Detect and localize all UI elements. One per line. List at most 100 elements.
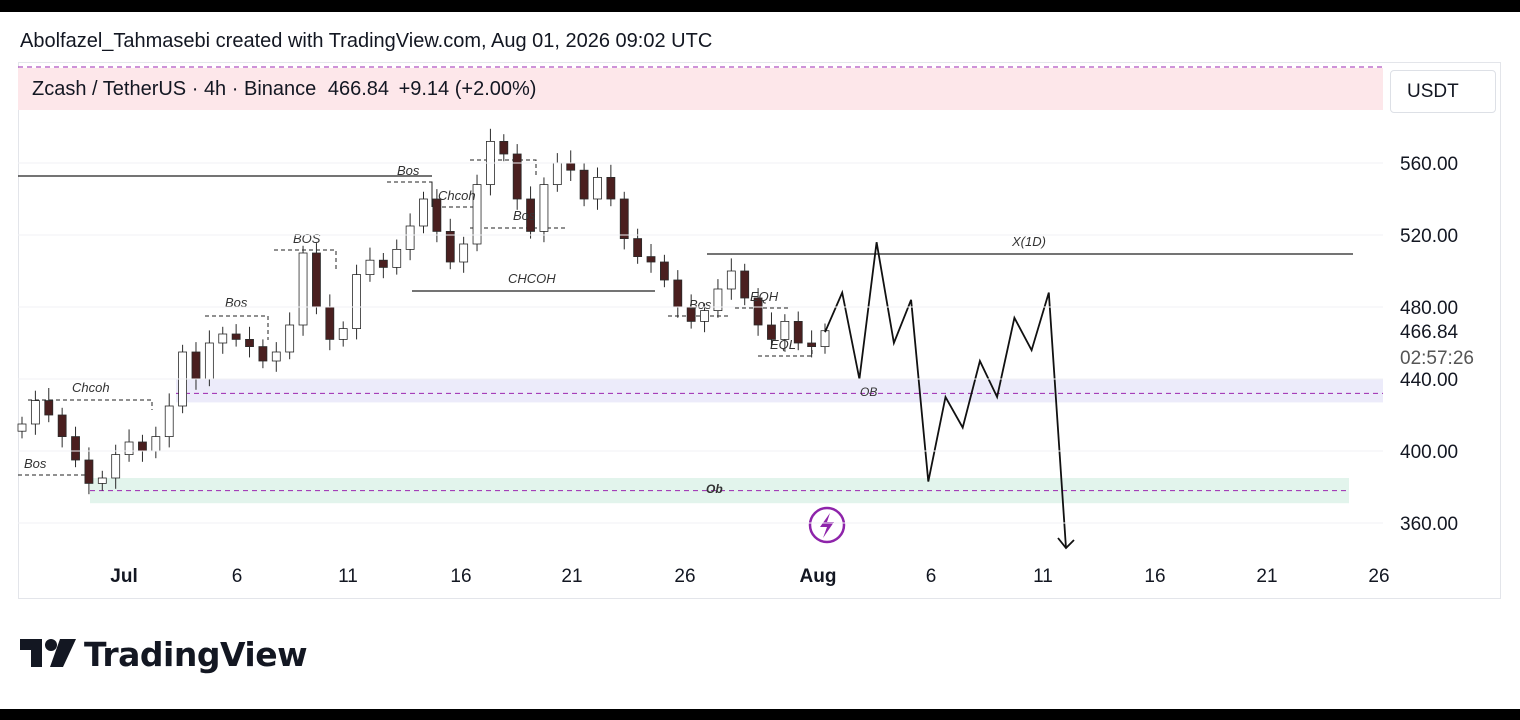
annotation-bos-3: BOS — [293, 231, 321, 246]
symbol-interval: 4h — [203, 78, 227, 100]
time-tick-label: 26 — [1368, 566, 1389, 587]
annotation-chcoh-2: Chcoh — [438, 188, 476, 203]
candle-body — [57, 414, 67, 438]
chcoh-box-mid — [431, 182, 480, 208]
level-label-chcoh: CHCOH — [508, 271, 556, 286]
candle-body — [807, 342, 817, 347]
lightning-icon[interactable] — [808, 506, 846, 544]
candle-body — [30, 400, 40, 425]
time-tick-label: 21 — [1256, 566, 1277, 587]
author-credit: Abolfazel_Tahmasebi created with Trading… — [20, 30, 713, 52]
candle-body — [312, 252, 321, 308]
candle-body — [700, 310, 709, 322]
candle-body — [71, 436, 80, 461]
brand-name: TradingView — [84, 634, 308, 674]
candle-body — [593, 176, 602, 200]
candle-body — [539, 184, 549, 232]
candle-body — [325, 306, 335, 340]
candle-body — [285, 324, 295, 353]
time-tick-label: Jul — [110, 566, 137, 587]
candle-body — [231, 333, 241, 340]
time-tick-label: 6 — [232, 566, 243, 587]
candle-body — [164, 405, 174, 438]
annotation-bos-5: Bos — [513, 208, 536, 223]
candle-body — [793, 320, 803, 344]
candle-body — [405, 225, 415, 250]
annotation-bos-4: Bos — [397, 163, 420, 178]
level-label-x1d: X(1D) — [1011, 234, 1046, 249]
symbol-separator: · — [231, 78, 239, 100]
time-tick-label: 16 — [1144, 566, 1165, 587]
candle-body — [111, 454, 121, 479]
candle-body — [258, 346, 268, 362]
price-tick-label: 440.00 — [1400, 370, 1458, 391]
candle-body — [619, 198, 629, 239]
price-tick-label: 560.00 — [1400, 154, 1458, 175]
chart-frame — [18, 62, 1501, 599]
candle-body — [378, 259, 388, 268]
candle-body — [753, 297, 763, 326]
candle-body — [419, 198, 428, 227]
symbol-info[interactable]: Zcash / TetherUS · 4h · Binance 466.84 +… — [32, 78, 536, 101]
candle-body — [124, 441, 134, 456]
candle-body — [138, 441, 147, 452]
candle-body — [552, 162, 562, 186]
candle-body — [726, 270, 736, 290]
tradingview-logo-icon — [20, 639, 76, 667]
symbol-pair: Zcash / TetherUS — [32, 78, 187, 100]
order-block-zones — [18, 66, 1383, 504]
time-tick-label: 11 — [338, 566, 358, 587]
annotation-bos-1: Bos — [24, 456, 47, 471]
candle-body — [84, 459, 94, 484]
candle-body — [44, 400, 54, 416]
symbol-separator: · — [191, 78, 199, 100]
candle-body — [298, 252, 308, 326]
candle-body — [459, 243, 469, 263]
current-price-label: 466.84 — [1400, 322, 1459, 343]
candle-body — [606, 176, 616, 200]
candle-body — [820, 330, 830, 347]
candle-body — [780, 320, 790, 340]
candle-body — [218, 333, 228, 344]
candle-body — [767, 324, 776, 340]
candlesticks — [17, 128, 830, 495]
annotation-eql: EQL — [770, 337, 796, 352]
symbol-exchange: Binance — [243, 78, 317, 100]
candle-body — [673, 279, 683, 308]
annotation-bos-2: Bos — [225, 295, 248, 310]
bos-box-2 — [205, 315, 269, 340]
price-tick-label: 360.00 — [1400, 514, 1458, 535]
zone-label-ob-upper: OB — [860, 385, 877, 399]
projection-path — [824, 242, 1067, 549]
annotation-chcoh-1: Chcoh — [72, 380, 110, 395]
price-tick-label: 520.00 — [1400, 226, 1458, 247]
candle-body — [432, 198, 442, 232]
candle-body — [579, 169, 589, 200]
projection-arrowhead — [1057, 537, 1075, 550]
zone-band-0 — [176, 379, 1383, 403]
candle-body — [191, 351, 201, 380]
symbol-header-bar — [18, 68, 1383, 110]
zone-label-ob-lower: Ob — [706, 482, 723, 496]
bottom-black-bar — [0, 709, 1520, 720]
candle-body — [713, 288, 723, 312]
tradingview-logo[interactable]: TradingView — [20, 634, 308, 674]
bar-countdown: 02:57:26 — [1400, 348, 1474, 369]
candle-body — [392, 248, 402, 268]
time-tick-label: 11 — [1033, 566, 1053, 587]
symbol-change: +9.14 (+2.00%) — [398, 78, 537, 100]
time-tick-label: 16 — [450, 566, 471, 587]
candle-body — [97, 477, 107, 484]
candle-body — [660, 261, 669, 281]
candle-body — [499, 140, 509, 155]
annotation-eqh: EQH — [750, 289, 779, 304]
currency-button[interactable]: USDT — [1390, 70, 1496, 113]
candle-body — [365, 259, 375, 276]
time-tick-label: 21 — [561, 566, 582, 587]
price-axis: 560.00 520.00 480.00 440.00 400.00 360.00 — [18, 154, 1458, 535]
candle-body — [526, 198, 535, 232]
time-axis: Jul 6 11 16 21 26 Aug 6 11 16 21 26 — [110, 566, 1389, 587]
candle-body — [245, 338, 254, 347]
candle-body — [566, 162, 576, 171]
